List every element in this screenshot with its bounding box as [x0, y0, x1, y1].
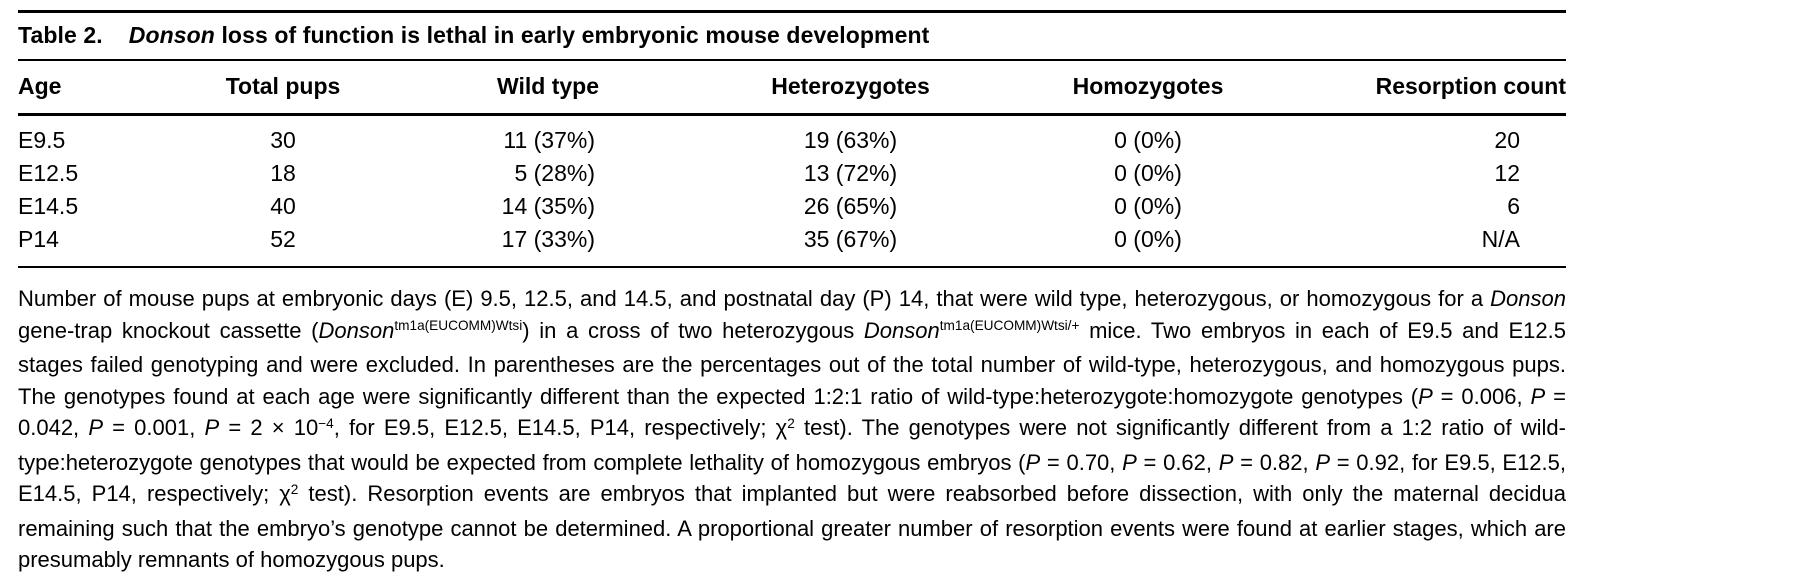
cell-wild-type: 14 (35%)	[398, 190, 698, 223]
cell-resorption-count: N/A	[1481, 226, 1520, 252]
cell-total-pups: 52	[270, 226, 296, 252]
cell-age: E14.5	[18, 193, 79, 219]
cell-wild-type-value: 5 (28%)	[514, 160, 595, 186]
cell-age: P14	[18, 226, 59, 252]
cell-total-pups: 40	[270, 193, 296, 219]
cell-wild-type-value: 17 (33%)	[501, 226, 595, 252]
col-header-wild-type: Wild type	[398, 61, 698, 116]
cell-resorption-count: 6	[1507, 193, 1520, 219]
cell-wild-type: 17 (33%)	[398, 223, 698, 267]
cell-heterozygotes: 26 (65%)	[803, 193, 898, 219]
header-row: Age Total pups Wild type Heterozygotes H…	[18, 61, 1566, 116]
cell-resorption-count: 20	[1494, 127, 1520, 153]
cell-wild-type-value: 11 (37%)	[503, 127, 595, 153]
col-header-homozygotes: Homozygotes	[1003, 61, 1293, 116]
cell-age: E12.5	[18, 160, 79, 186]
cell-homozygotes: 0 (0%)	[1114, 160, 1182, 186]
cell-wild-type: 5 (28%)	[398, 157, 698, 190]
table-title: Table 2. Donson loss of function is letha…	[18, 13, 1566, 61]
col-header-total-pups: Total pups	[168, 61, 398, 116]
cell-heterozygotes: 35 (67%)	[803, 226, 898, 252]
col-header-heterozygotes: Heterozygotes	[698, 61, 1003, 116]
table-content-block: Table 2. Donson loss of function is letha…	[18, 10, 1566, 576]
cell-homozygotes: 0 (0%)	[1114, 127, 1182, 153]
cell-age: E9.5	[18, 127, 66, 153]
cell-total-pups: 18	[270, 160, 296, 186]
table-footnote: Number of mouse pups at embryonic days (…	[18, 286, 1567, 572]
table-row-e9-5: E9.5 30 11 (37%) 19 (63%) 0 (0%) 20	[18, 115, 1566, 158]
cell-wild-type-value: 14 (35%)	[501, 193, 595, 219]
cell-total-pups: 30	[270, 127, 296, 153]
cell-homozygotes: 0 (0%)	[1114, 193, 1182, 219]
col-header-resorption-count: Resorption count	[1293, 61, 1566, 116]
cell-heterozygotes: 13 (72%)	[803, 160, 898, 186]
cell-homozygotes: 0 (0%)	[1114, 226, 1182, 252]
table-row-e12-5: E12.5 18 5 (28%) 13 (72%) 0 (0%) 12	[18, 157, 1566, 190]
genotype-table: Age Total pups Wild type Heterozygotes H…	[18, 61, 1566, 268]
cell-heterozygotes: 19 (63%)	[803, 127, 898, 153]
table-row-e14-5: E14.5 40 14 (35%) 26 (65%) 0 (0%) 6	[18, 190, 1566, 223]
col-header-age: Age	[18, 61, 168, 116]
table-row-p14: P14 52 17 (33%) 35 (67%) 0 (0%) N/A	[18, 223, 1566, 267]
cell-resorption-count: 12	[1494, 160, 1520, 186]
cell-wild-type: 11 (37%)	[398, 115, 698, 158]
